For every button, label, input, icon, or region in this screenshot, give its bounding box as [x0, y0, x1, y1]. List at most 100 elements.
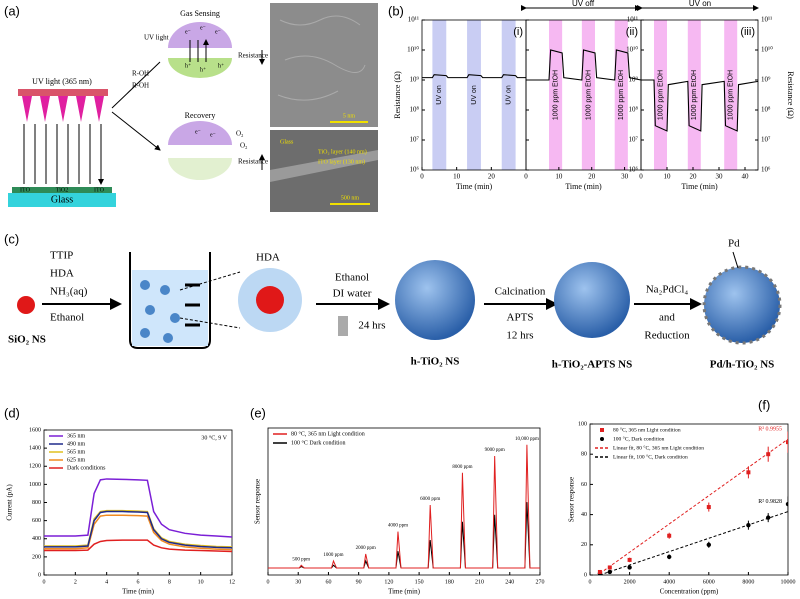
x-tick-label: 20: [588, 173, 596, 181]
uv-lamp-label: UV light (365 nm): [32, 77, 92, 86]
x-tick-label: 10: [555, 173, 563, 181]
particle: [170, 313, 180, 323]
series-group: [526, 49, 641, 81]
reagent: Ethanol: [50, 312, 84, 324]
sio2-sphere: [17, 296, 35, 314]
series-line: [44, 509, 232, 548]
y-tick-label: 10⁷: [629, 136, 639, 144]
x-tick-label: 30: [621, 173, 629, 181]
point: [785, 501, 788, 507]
legend-label: 490 nm: [67, 441, 86, 447]
x-tick-label: 12: [229, 579, 235, 585]
device-layer: [12, 187, 112, 193]
autoclave: [338, 316, 348, 336]
series-group: [422, 74, 526, 79]
legend-swatch: [600, 437, 604, 441]
panel-label: (e): [250, 405, 266, 420]
sem-label: Glass: [280, 139, 294, 145]
chart: UV on UV on UV on 0 10 20 10⁶ 10⁷ 10⁸ 10⁹ 10¹⁰ 10¹¹…: [393, 16, 527, 191]
band: [687, 20, 701, 170]
note: 30 °C, 9 V: [201, 434, 227, 441]
point: [706, 505, 711, 510]
point: [627, 565, 632, 570]
apts-sphere: [554, 262, 630, 338]
y-tick-label: 1000: [29, 482, 41, 488]
y-tick-label: 600: [32, 518, 41, 524]
electron: e⁻: [215, 29, 221, 35]
sem-layer: [270, 150, 378, 182]
series-group: [268, 444, 540, 569]
particle: [145, 305, 155, 315]
x-tick-label: 10: [198, 579, 204, 585]
legend-label: 365 nm: [67, 433, 86, 439]
y2-axis-label: Resistance (Ω): [786, 71, 795, 119]
uv-off-label: UV off: [572, 0, 595, 8]
band: [467, 20, 481, 170]
uv-label: UV light: [144, 34, 169, 42]
layer-label: ITO: [20, 187, 31, 193]
particles: [140, 280, 180, 343]
chart: 0 30 60 90 120 150 180 210 240 270 Time (min) Senso…: [254, 427, 545, 596]
reagent: TTIP: [50, 250, 73, 262]
layer-label: TiO2: [56, 187, 68, 193]
x-tick-label: 4000: [663, 579, 675, 585]
band-label: 1000 ppm EtOH: [552, 70, 559, 120]
step-text: 24 hrs: [358, 320, 385, 332]
x-tick-label: 2000: [624, 579, 636, 585]
x-tick-label: 2: [74, 579, 77, 585]
band: [614, 20, 628, 170]
uv-beams: [22, 96, 104, 122]
x-tick-label: 4: [105, 579, 108, 585]
core: [256, 286, 284, 314]
x-tick-label: 0: [420, 173, 424, 181]
x-tick-label: 10: [453, 173, 461, 181]
x-axis-label: Concentration (ppm): [660, 588, 719, 596]
y-tick-label: 10⁷: [410, 136, 420, 144]
plot-frame: [267, 427, 541, 576]
product-label: h-TiO₂ NS: [411, 356, 460, 368]
x-tick-label: 6000: [703, 579, 715, 585]
legend-label: 100 °C Dark condition: [291, 439, 346, 446]
x-tick-label: 40: [742, 173, 750, 181]
series-line: [641, 79, 758, 132]
x-tick-label: 30: [295, 579, 301, 585]
oxygen-label: O₂: [240, 142, 248, 150]
recovery-title: Recovery: [185, 111, 216, 120]
point: [766, 452, 771, 457]
series-line: [44, 539, 232, 553]
y2-tick-label: 10⁶: [761, 166, 771, 174]
x-tick-label: 150: [415, 579, 424, 585]
x-axis-label: Time (min): [456, 182, 493, 191]
y-tick-label: 60: [581, 482, 587, 488]
uv-on-label: UV on: [689, 0, 711, 8]
point: [746, 522, 751, 528]
chart: 1000 ppm EtOH 1000 ppm EtOH 1000 ppm EtOH 0…: [524, 19, 642, 191]
sem-label: ITO layer (130 nm): [318, 158, 365, 165]
band: [724, 20, 738, 170]
x-tick-label: 8000: [742, 579, 754, 585]
y-tick-label: 10⁹: [410, 76, 420, 84]
step-text: APTS: [507, 312, 534, 324]
band: [432, 20, 447, 170]
band: [654, 20, 667, 170]
peak-label: 6000 ppm: [420, 497, 440, 502]
band-label: 1000 ppm EtOH: [618, 70, 625, 120]
sem-label: TiO₂ layer (140 nm): [318, 148, 367, 155]
sphere-bottom: [168, 58, 232, 78]
band-label: UV on: [471, 85, 478, 105]
fit-annotation: R² 0.9955: [758, 426, 782, 432]
zoom-lines: [179, 271, 241, 329]
sphere-top: [168, 22, 232, 48]
legend-label: Linear fit, 80 °C, 365 nm Light conditio…: [613, 444, 704, 451]
y2-tick-label: 10⁷: [761, 136, 771, 144]
sub-label: (i): [513, 26, 523, 38]
electron: e⁻: [210, 132, 216, 138]
beaker: [129, 252, 211, 349]
y-axis-label: Sensor response: [568, 477, 576, 522]
x-tick-label: 20: [690, 173, 698, 181]
pd-sphere: [702, 265, 782, 345]
series-line: [44, 478, 232, 538]
y-axis-label: Current (pA): [6, 484, 14, 521]
step-text: Reduction: [644, 330, 690, 342]
x-tick-label: 120: [384, 579, 393, 585]
